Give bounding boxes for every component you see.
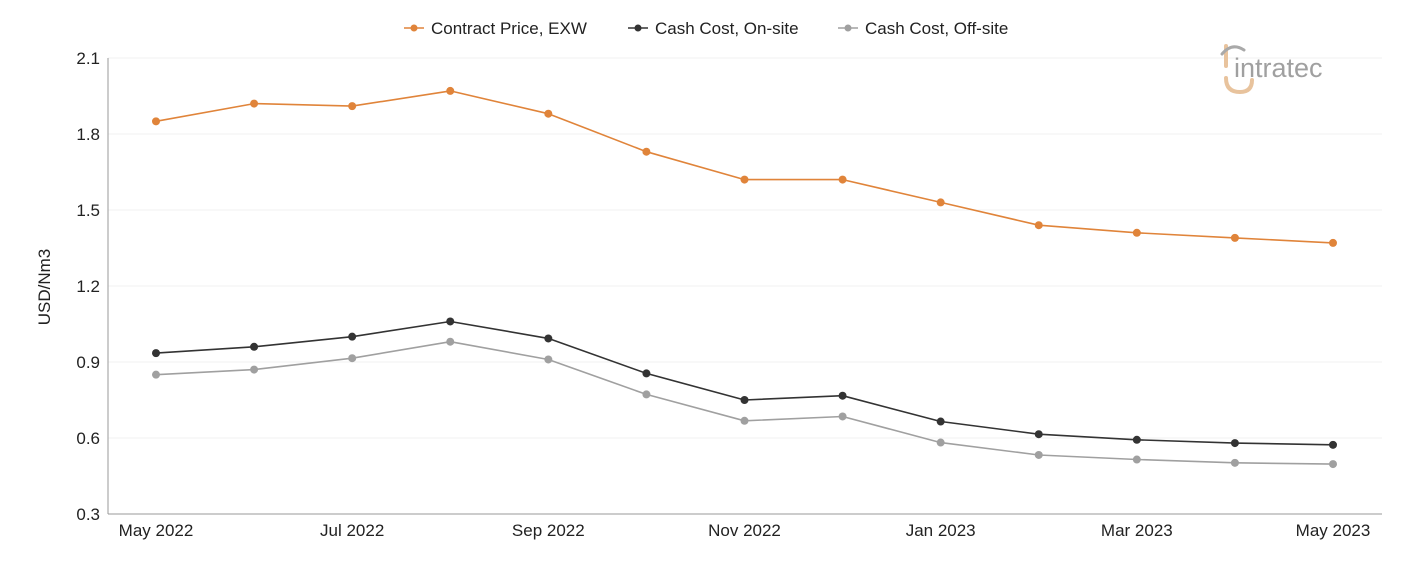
legend-swatch-marker	[634, 24, 642, 32]
x-tick-label: Nov 2022	[708, 521, 781, 540]
series-group	[152, 86, 1337, 247]
series-line	[155, 90, 1334, 244]
y-tick-label: 0.3	[76, 505, 100, 524]
data-point[interactable]	[1230, 233, 1239, 242]
legend-item[interactable]: Cash Cost, Off-site	[838, 19, 1008, 38]
data-point[interactable]	[642, 390, 651, 399]
legend-label: Cash Cost, Off-site	[865, 19, 1008, 38]
data-point[interactable]	[152, 370, 160, 379]
data-point[interactable]	[544, 334, 553, 343]
data-point[interactable]	[740, 396, 749, 404]
data-point[interactable]	[1034, 450, 1043, 459]
y-axis-title: USD/Nm3	[35, 249, 54, 326]
series-layer	[152, 86, 1337, 469]
intratec-logo-icon	[1220, 44, 1254, 95]
data-point[interactable]	[740, 416, 749, 425]
x-tick-label: May 2023	[1296, 521, 1371, 540]
data-point[interactable]	[544, 355, 553, 364]
data-point[interactable]	[1132, 228, 1141, 237]
legend[interactable]: Contract Price, EXW Cash Cost, On-site Cas…	[404, 19, 1008, 38]
data-point[interactable]	[642, 369, 651, 378]
data-point[interactable]	[446, 86, 455, 95]
data-point[interactable]	[1329, 238, 1337, 247]
data-point[interactable]	[936, 198, 945, 207]
data-point[interactable]	[1329, 440, 1337, 449]
y-tick-label: 0.6	[76, 429, 100, 448]
legend-label: Contract Price, EXW	[431, 19, 587, 38]
data-point[interactable]	[838, 175, 847, 184]
data-point[interactable]	[348, 102, 357, 111]
data-point[interactable]	[446, 337, 455, 346]
legend-item[interactable]: Cash Cost, On-site	[628, 19, 799, 38]
data-point[interactable]	[642, 147, 651, 156]
y-tick-label: 1.8	[76, 125, 100, 144]
series-group	[152, 317, 1337, 449]
data-point[interactable]	[1034, 221, 1043, 230]
y-tick-label: 0.9	[76, 353, 100, 372]
data-point[interactable]	[250, 365, 259, 374]
series-line	[155, 320, 1334, 446]
x-tick-label: May 2022	[119, 521, 194, 540]
data-point[interactable]	[1230, 439, 1239, 448]
data-point[interactable]	[1329, 460, 1337, 469]
legend-swatch-marker	[844, 24, 852, 32]
x-tick-label: Jul 2022	[320, 521, 384, 540]
data-point[interactable]	[250, 99, 259, 108]
x-tick-label: Mar 2023	[1101, 521, 1173, 540]
data-point[interactable]	[838, 391, 847, 400]
data-point[interactable]	[936, 417, 945, 426]
data-point[interactable]	[250, 342, 259, 351]
y-tick-label: 2.1	[76, 49, 100, 68]
data-point[interactable]	[740, 175, 749, 184]
data-point[interactable]	[446, 317, 455, 326]
data-point[interactable]	[1034, 430, 1043, 439]
intratec-logo: intratec	[1220, 44, 1323, 95]
x-tick-label: Sep 2022	[512, 521, 585, 540]
legend-label: Cash Cost, On-site	[655, 19, 799, 38]
data-point[interactable]	[1132, 455, 1141, 464]
x-tick-label: Jan 2023	[906, 521, 976, 540]
y-tick-label: 1.2	[76, 277, 100, 296]
logo-text: intratec	[1234, 53, 1323, 83]
data-point[interactable]	[936, 438, 945, 447]
data-point[interactable]	[152, 117, 160, 126]
data-point[interactable]	[544, 109, 553, 118]
grid-layer	[108, 57, 1382, 439]
axis-layer: 0.3 0.6 0.9 1.2 1.5 1.8 2.1 May 2022 Jul 2022 Sep…	[76, 49, 1382, 540]
data-point[interactable]	[838, 412, 847, 421]
data-point[interactable]	[152, 349, 160, 358]
data-point[interactable]	[1132, 435, 1141, 444]
legend-swatch-marker	[410, 24, 418, 32]
legend-item[interactable]: Contract Price, EXW	[404, 19, 587, 38]
data-point[interactable]	[348, 354, 357, 363]
data-point[interactable]	[348, 332, 357, 341]
y-tick-label: 1.5	[76, 201, 100, 220]
data-point[interactable]	[1230, 458, 1239, 467]
series-group	[152, 337, 1337, 469]
